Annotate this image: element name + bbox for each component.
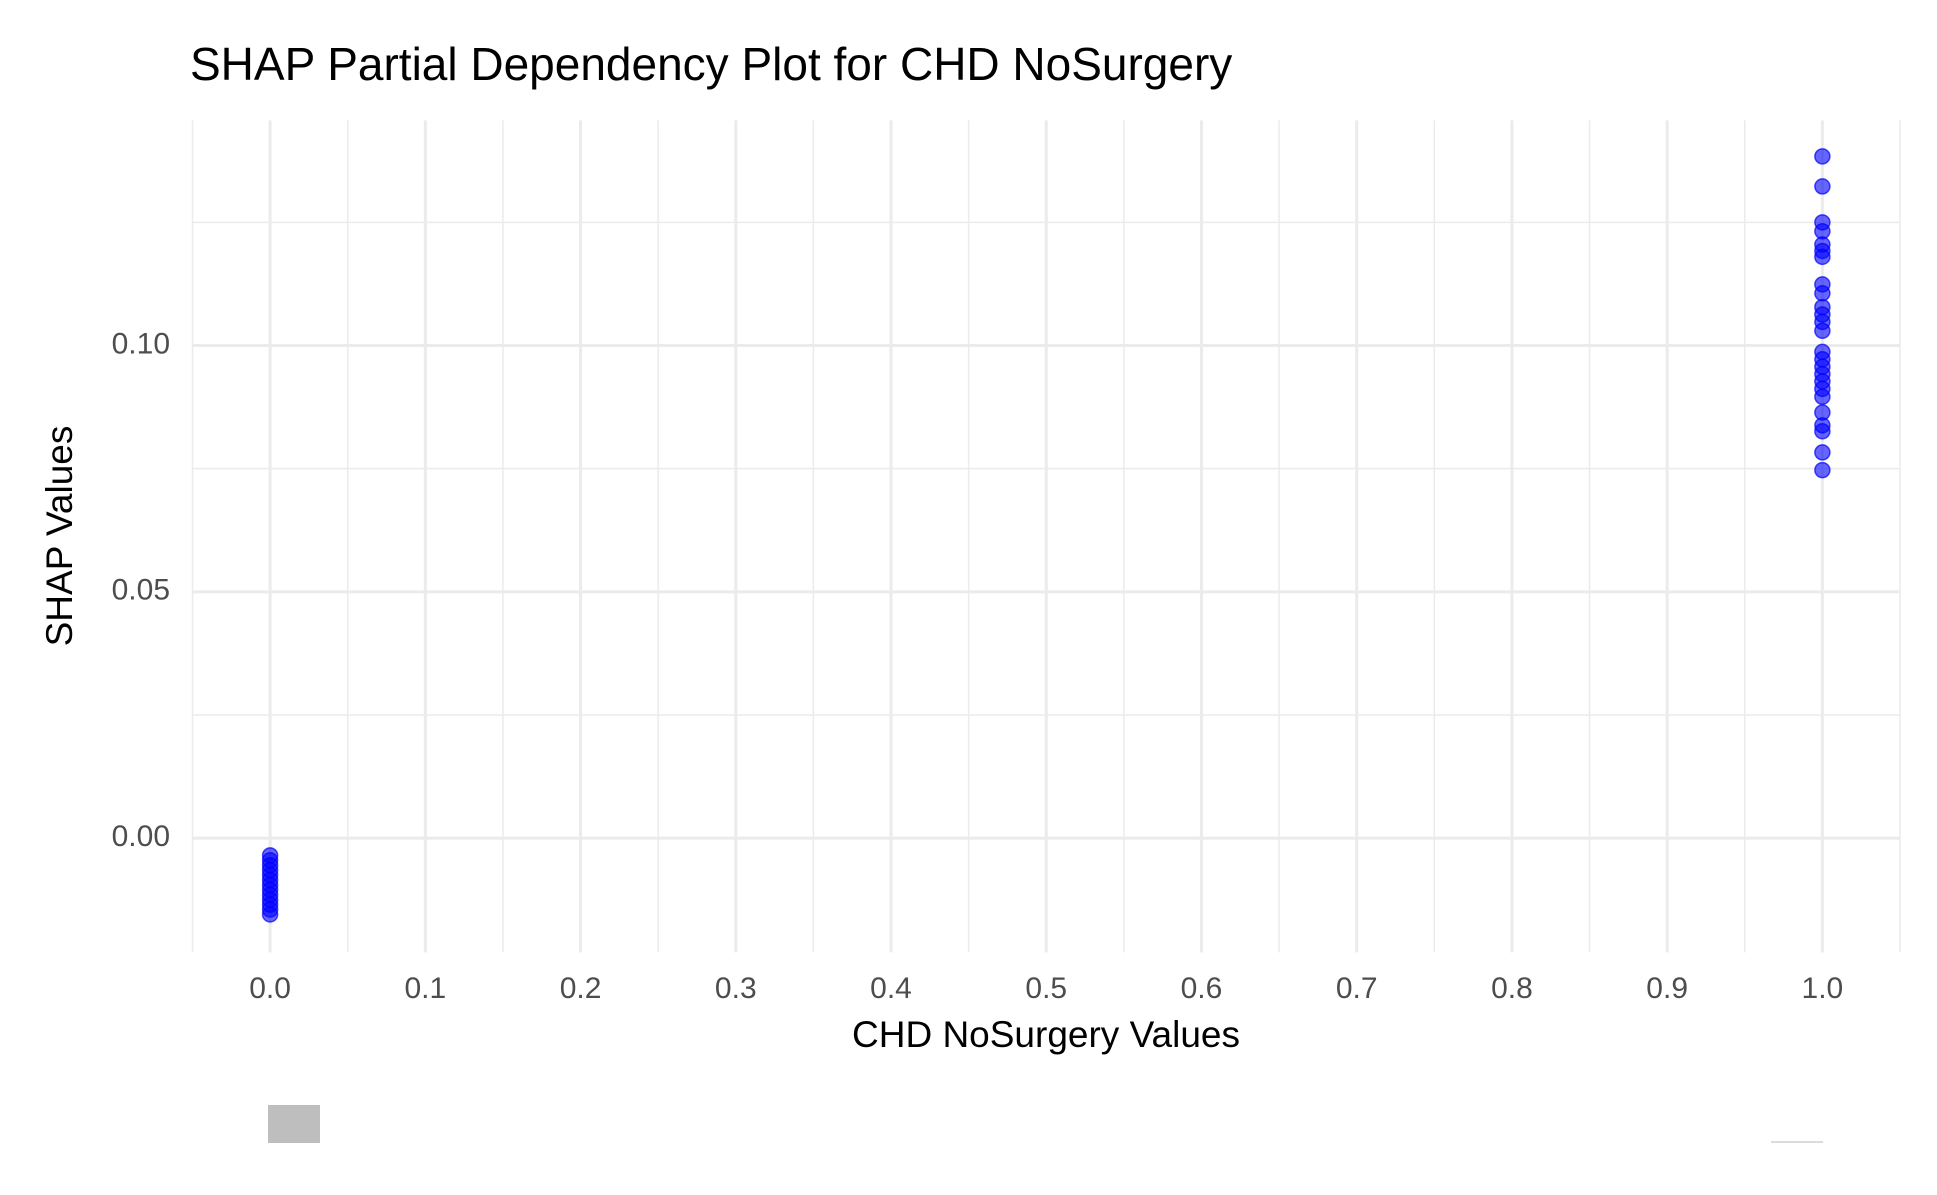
y-tick-label: 0.00 <box>112 820 170 853</box>
x-tick-label: 1.0 <box>1802 972 1844 1005</box>
x-tick-label: 0.1 <box>404 972 446 1005</box>
point <box>1814 388 1831 405</box>
x-tick-label: 0.4 <box>870 972 912 1005</box>
y-tick-label: 0.10 <box>112 327 170 360</box>
legend-key <box>268 1105 320 1143</box>
point <box>1814 285 1831 302</box>
x-tick-label: 0.6 <box>1181 972 1223 1005</box>
x-tick-label: 0.2 <box>560 972 602 1005</box>
y-axis-title: SHAP Values <box>39 426 80 647</box>
y-tick-label: 0.05 <box>112 574 170 607</box>
chart-title: SHAP Partial Dependency Plot for CHD NoS… <box>190 38 1232 90</box>
point <box>1814 461 1831 479</box>
point <box>1814 322 1831 339</box>
x-axis-title: CHD NoSurgery Values <box>852 1014 1240 1055</box>
x-tick-label: 0.7 <box>1336 972 1378 1005</box>
point <box>1814 422 1831 440</box>
points <box>261 148 1831 923</box>
point <box>1814 148 1831 165</box>
point <box>1814 178 1831 195</box>
x-tick-label: 0.5 <box>1025 972 1067 1005</box>
x-tick-label: 0.3 <box>715 972 757 1005</box>
grid <box>191 120 1901 953</box>
point <box>1814 444 1831 461</box>
point <box>261 906 279 923</box>
x-tick-label: 0.8 <box>1491 972 1533 1005</box>
x-tick-label: 0.9 <box>1646 972 1688 1005</box>
x-tick-label: 0.0 <box>249 972 291 1005</box>
point <box>1814 248 1831 266</box>
